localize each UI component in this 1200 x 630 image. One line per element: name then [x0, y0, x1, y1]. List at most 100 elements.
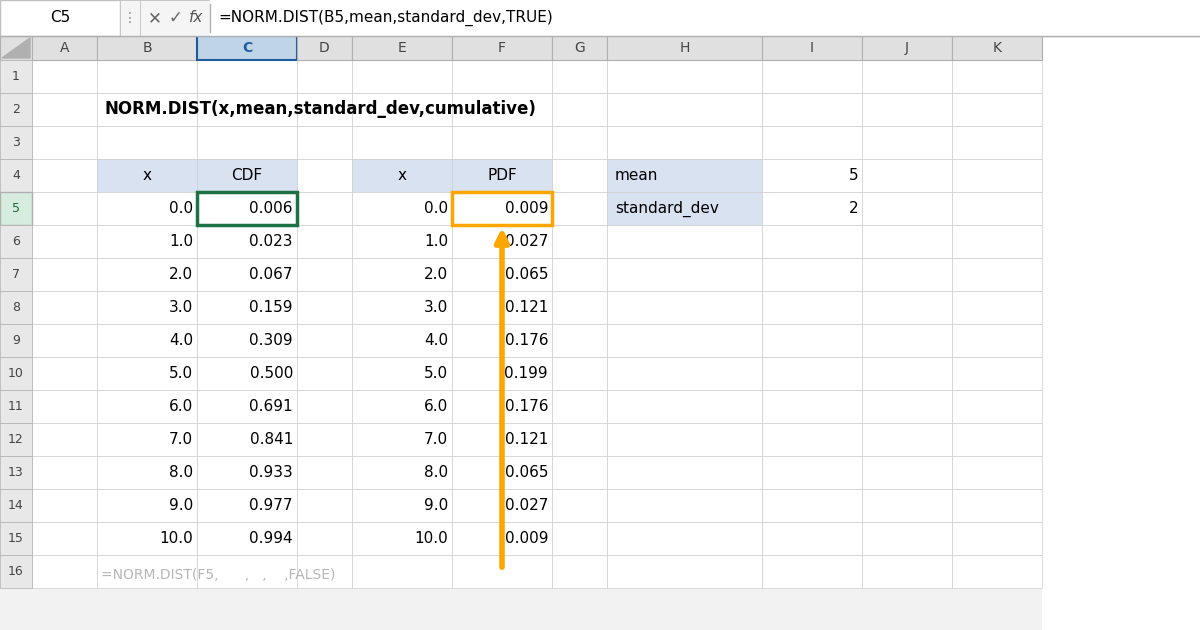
- Bar: [552, 159, 607, 192]
- Text: D: D: [319, 41, 330, 55]
- Bar: [97, 390, 197, 423]
- Bar: [352, 225, 452, 258]
- Text: 11: 11: [8, 400, 24, 413]
- Bar: [952, 225, 1042, 258]
- Bar: [97, 357, 197, 390]
- Bar: [197, 258, 298, 291]
- Bar: [607, 522, 762, 555]
- Text: x: x: [397, 168, 407, 183]
- Bar: [97, 423, 197, 456]
- Bar: [97, 192, 197, 225]
- Text: 6.0: 6.0: [169, 399, 193, 414]
- Bar: [0, 291, 32, 324]
- Bar: [862, 60, 952, 93]
- Bar: [352, 489, 452, 522]
- Bar: [97, 522, 197, 555]
- Bar: [298, 456, 352, 489]
- Bar: [762, 324, 862, 357]
- Bar: [762, 126, 862, 159]
- Bar: [552, 60, 607, 93]
- Bar: [452, 423, 552, 456]
- Text: 0.841: 0.841: [250, 432, 293, 447]
- Bar: [607, 291, 762, 324]
- Bar: [452, 324, 552, 357]
- Bar: [32, 489, 97, 522]
- Text: 2.0: 2.0: [169, 267, 193, 282]
- Bar: [97, 324, 197, 357]
- Bar: [762, 423, 862, 456]
- Bar: [862, 225, 952, 258]
- Bar: [197, 357, 298, 390]
- Text: 5: 5: [848, 168, 858, 183]
- Bar: [197, 159, 298, 192]
- Bar: [97, 456, 197, 489]
- Text: NORM.DIST(x,mean,standard_dev,cumulative): NORM.DIST(x,mean,standard_dev,cumulative…: [106, 101, 536, 118]
- Text: 8.0: 8.0: [424, 465, 448, 480]
- Bar: [352, 456, 452, 489]
- Bar: [0, 522, 32, 555]
- Bar: [352, 489, 452, 522]
- Polygon shape: [2, 38, 30, 58]
- Bar: [352, 36, 452, 60]
- Bar: [862, 324, 952, 357]
- Bar: [552, 324, 607, 357]
- Bar: [197, 489, 298, 522]
- Bar: [197, 225, 298, 258]
- Bar: [352, 192, 452, 225]
- Bar: [762, 456, 862, 489]
- Bar: [32, 225, 97, 258]
- Bar: [552, 192, 607, 225]
- Bar: [298, 324, 352, 357]
- Text: mean: mean: [616, 168, 659, 183]
- Text: 1: 1: [12, 70, 20, 83]
- Bar: [97, 159, 197, 192]
- Bar: [197, 555, 298, 588]
- Bar: [552, 126, 607, 159]
- Text: 0.0: 0.0: [424, 201, 448, 216]
- Bar: [197, 291, 298, 324]
- Bar: [197, 324, 298, 357]
- Bar: [862, 192, 952, 225]
- Text: 0.121: 0.121: [505, 432, 548, 447]
- Bar: [452, 390, 552, 423]
- Bar: [452, 423, 552, 456]
- Bar: [952, 126, 1042, 159]
- Bar: [298, 225, 352, 258]
- Bar: [762, 555, 862, 588]
- Bar: [352, 258, 452, 291]
- Bar: [952, 93, 1042, 126]
- Bar: [452, 36, 552, 60]
- Bar: [952, 423, 1042, 456]
- Bar: [298, 192, 352, 225]
- Text: C: C: [242, 41, 252, 55]
- Bar: [298, 291, 352, 324]
- Bar: [197, 390, 298, 423]
- Text: 0.309: 0.309: [250, 333, 293, 348]
- Bar: [352, 225, 452, 258]
- Bar: [352, 390, 452, 423]
- Bar: [952, 357, 1042, 390]
- Bar: [197, 126, 298, 159]
- Bar: [452, 225, 552, 258]
- Text: 6: 6: [12, 235, 20, 248]
- Text: 0.027: 0.027: [505, 234, 548, 249]
- Bar: [97, 258, 197, 291]
- Bar: [352, 456, 452, 489]
- Text: 14: 14: [8, 499, 24, 512]
- Text: A: A: [60, 41, 70, 55]
- Bar: [0, 0, 1200, 36]
- Bar: [607, 159, 762, 192]
- Bar: [97, 522, 197, 555]
- Bar: [952, 159, 1042, 192]
- Text: 2: 2: [12, 103, 20, 116]
- Bar: [952, 291, 1042, 324]
- Bar: [452, 258, 552, 291]
- Bar: [762, 60, 862, 93]
- Bar: [32, 291, 97, 324]
- Bar: [97, 291, 197, 324]
- Bar: [862, 390, 952, 423]
- Bar: [298, 36, 352, 60]
- Text: 10.0: 10.0: [160, 531, 193, 546]
- Text: E: E: [397, 41, 407, 55]
- Bar: [97, 456, 197, 489]
